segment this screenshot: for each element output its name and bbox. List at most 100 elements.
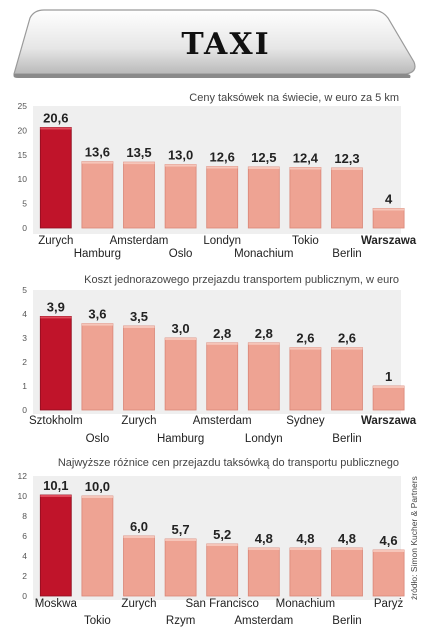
category-label: Hamburg [74, 248, 121, 260]
bar-top-shade [373, 386, 405, 388]
bar-top-shade [331, 548, 363, 550]
bar-warszawa [372, 385, 405, 411]
data-label: 12,3 [334, 151, 359, 166]
bar-top-shade [331, 167, 363, 170]
chart-taxi-prices: 0 5 10 15 20 25 20,6 Zurych 13,6 Hamburg 13,5 Amste… [18, 101, 417, 260]
y-tick-label: 0 [22, 591, 27, 601]
category-label: Monachium [276, 598, 335, 610]
bar-moskwa [39, 494, 72, 597]
data-label: 3,6 [88, 307, 106, 322]
bar-top-shade [206, 166, 238, 169]
chart-panel-taxi-prices: Ceny taksówek na świecie, w euro za 5 km… [18, 92, 417, 260]
bar-hamburg [164, 337, 197, 411]
chart-price-differences: 0 2 4 6 8 10 12 10,1 Moskwa 10,0 Tokio 6,0 Zurych 5,7… [18, 471, 405, 627]
bar-san-francisco [206, 543, 239, 597]
bar-top-shade [248, 167, 280, 169]
bar-monachium [247, 166, 280, 229]
data-label: 12,6 [210, 150, 235, 165]
category-label: Londyn [203, 235, 241, 247]
data-label: 4,8 [338, 531, 356, 546]
data-label: 4,8 [296, 531, 314, 546]
bar-top-shade [206, 342, 238, 345]
bar-zurych [123, 325, 155, 411]
data-label: 3,5 [130, 309, 148, 324]
category-label: Warszawa [361, 415, 417, 427]
y-tick-label: 15 [18, 150, 28, 160]
bar-oslo [164, 164, 197, 229]
category-label: Amsterdam [193, 415, 252, 427]
bar-top-shade [123, 326, 155, 328]
data-label: 2,6 [338, 331, 356, 346]
data-label: 3,0 [172, 321, 190, 336]
data-label: 13,0 [168, 148, 193, 163]
bar-top-shade [248, 342, 280, 345]
data-label: 13,5 [126, 145, 151, 160]
data-label: 4,8 [255, 531, 273, 546]
bar-top-shade [81, 323, 113, 326]
chart-title: Koszt jednorazowego przejazdu transporte… [84, 274, 399, 286]
bar-top-shade [40, 316, 72, 319]
y-tick-label: 2 [22, 571, 27, 581]
data-label: 13,6 [85, 145, 110, 160]
bar-top-shade [373, 208, 405, 211]
bar-monachium [289, 547, 322, 597]
y-tick-label: 4 [22, 309, 27, 319]
category-label: Londyn [245, 433, 283, 445]
y-tick-label: 5 [22, 285, 27, 295]
bar-tokio [81, 495, 114, 597]
bar-top-shade [123, 536, 155, 538]
bar-top-shade [165, 164, 197, 167]
category-label: Zurych [121, 415, 156, 427]
y-tick-label: 0 [22, 405, 27, 415]
y-tick-label: 12 [18, 471, 28, 481]
y-tick-label: 10 [18, 491, 28, 501]
bar-top-shade [81, 161, 113, 164]
y-tick-label: 2 [22, 357, 27, 367]
source-credit: źródło: Simon Kucher & Partners [409, 476, 419, 600]
bar-top-shade [289, 167, 321, 170]
bar-top-shade [331, 347, 363, 350]
bar-top-shade [289, 347, 321, 350]
data-label: 10,1 [43, 478, 68, 493]
category-label: Warszawa [361, 235, 417, 247]
category-label: Monachium [234, 248, 293, 260]
category-label: Hamburg [157, 433, 204, 445]
category-label: Zurych [121, 598, 156, 610]
bar-londyn [206, 166, 239, 229]
y-tick-label: 10 [18, 174, 28, 184]
bar-top-shade [248, 548, 280, 550]
data-label: 12,5 [251, 150, 276, 165]
bar-berlin [331, 167, 363, 229]
category-label: Amsterdam [110, 235, 169, 247]
data-label: 2,8 [213, 326, 231, 341]
category-label: Tokio [292, 235, 319, 247]
bar-top-shade [123, 162, 155, 165]
y-tick-label: 20 [18, 125, 28, 135]
bar-hamburg [81, 161, 114, 229]
category-label: Moskwa [35, 598, 78, 610]
data-label: 6,0 [130, 519, 148, 534]
bar-paryż [372, 549, 405, 597]
bar-amsterdam [206, 342, 239, 411]
bar-top-shade [373, 550, 405, 552]
category-label: Berlin [332, 433, 361, 445]
bar-berlin [331, 547, 363, 597]
bar-londyn [247, 342, 280, 411]
chart-title: Najwyższe różnice cen przejazdu taksówką… [58, 457, 399, 469]
bar-amsterdam [247, 547, 280, 597]
bar-top-shade [81, 496, 113, 498]
category-label: Rzym [166, 615, 195, 627]
bar-oslo [81, 323, 114, 411]
bar-top-shade [289, 548, 321, 550]
category-label: Paryż [374, 598, 404, 610]
category-label: Oslo [169, 248, 193, 260]
y-tick-label: 3 [22, 333, 27, 343]
data-label: 5,2 [213, 527, 231, 542]
data-label: 5,7 [172, 522, 190, 537]
category-label: Berlin [332, 615, 361, 627]
y-tick-label: 0 [22, 223, 27, 233]
bar-zurych [39, 127, 72, 229]
category-label: Sztokholm [29, 415, 83, 427]
category-label: Oslo [86, 433, 110, 445]
